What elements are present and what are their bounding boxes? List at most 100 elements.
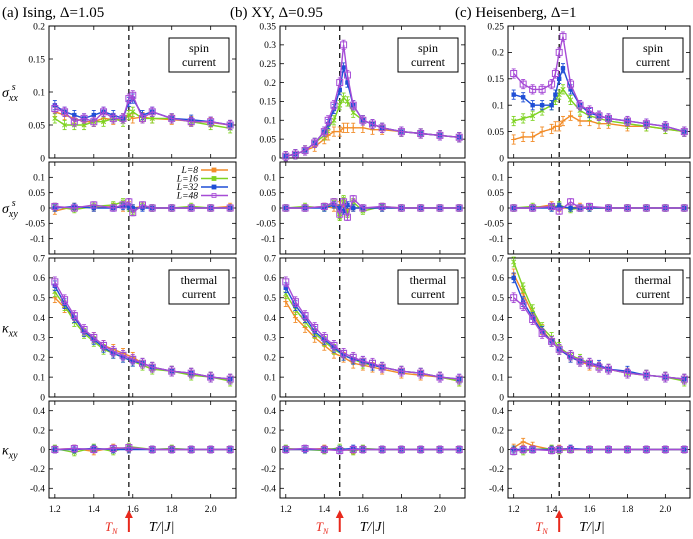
data-point bbox=[226, 121, 234, 129]
box-frame bbox=[622, 269, 684, 305]
y-tick-label: 0.4 bbox=[264, 407, 276, 417]
data-point bbox=[568, 97, 574, 103]
data-point bbox=[529, 316, 537, 324]
y-tick-label: 0.3 bbox=[264, 41, 276, 51]
data-point bbox=[336, 446, 344, 454]
data-point bbox=[680, 375, 688, 383]
data-point bbox=[586, 359, 594, 367]
data-point bbox=[595, 112, 603, 120]
data-point bbox=[511, 92, 516, 97]
data-point bbox=[680, 446, 688, 453]
data-point bbox=[301, 204, 309, 212]
y-tick-label: 0 bbox=[499, 154, 504, 164]
data-point bbox=[345, 202, 350, 208]
data-point bbox=[100, 341, 108, 349]
y-tick-label: 0.05 bbox=[259, 135, 276, 145]
data-point bbox=[340, 41, 348, 49]
y-tick-label: 0.05 bbox=[487, 128, 504, 138]
panel-1-2: -0.1 -0.05 0 0.05 0.1 L=8L=16L=32L=48 bbox=[25, 161, 237, 255]
data-point bbox=[538, 329, 546, 337]
chart-column-1: (a) Ising, Δ=1.0500.050.10.150.2spincurr… bbox=[2, 5, 237, 536]
y-tick-label: 0.3 bbox=[492, 334, 504, 344]
data-point bbox=[129, 209, 137, 217]
data-point bbox=[397, 204, 405, 212]
data-point bbox=[139, 359, 146, 367]
box-frame bbox=[622, 37, 684, 73]
data-point bbox=[520, 95, 526, 100]
data-point bbox=[595, 363, 603, 371]
data-point bbox=[556, 204, 562, 209]
data-point bbox=[320, 333, 328, 341]
data-point bbox=[661, 204, 669, 212]
data-point bbox=[568, 205, 573, 211]
data-point bbox=[51, 202, 59, 210]
data-point bbox=[130, 109, 136, 115]
data-point bbox=[586, 446, 594, 453]
panel-3-4: -0.4 -0.2 0 0.2 0.4 1.2 1.4 1.6 1.8 2.0 bbox=[489, 400, 691, 515]
data-point bbox=[576, 357, 584, 365]
y-tick-label: 0.25 bbox=[487, 22, 504, 32]
data-point bbox=[604, 365, 612, 373]
data-point bbox=[90, 118, 98, 126]
data-point bbox=[519, 80, 527, 88]
data-point bbox=[282, 278, 290, 286]
data-point bbox=[311, 324, 319, 331]
y-tick-label: 0.1 bbox=[33, 174, 45, 184]
data-point bbox=[436, 373, 444, 381]
data-point bbox=[539, 103, 545, 108]
y-tick-label: 0.2 bbox=[33, 22, 45, 32]
data-point bbox=[90, 333, 98, 341]
series-line-L=48 bbox=[513, 448, 685, 453]
data-point bbox=[567, 446, 575, 453]
data-point bbox=[336, 210, 344, 218]
data-point bbox=[560, 66, 566, 71]
data-point bbox=[320, 202, 328, 210]
data-point bbox=[455, 446, 463, 453]
data-point bbox=[80, 325, 88, 333]
data-point bbox=[359, 446, 367, 453]
data-point bbox=[555, 207, 563, 215]
data-point bbox=[311, 139, 319, 147]
y-tick-label: 0.1 bbox=[492, 373, 504, 383]
data-point bbox=[556, 76, 562, 81]
data-point bbox=[61, 108, 69, 116]
y-tick-label: 0.5 bbox=[264, 294, 276, 304]
data-point bbox=[187, 446, 195, 453]
data-point bbox=[548, 202, 556, 210]
tn-sub: N bbox=[111, 527, 118, 536]
data-point bbox=[119, 114, 127, 122]
data-point bbox=[548, 80, 556, 88]
legend-marker bbox=[211, 176, 217, 181]
data-point bbox=[511, 137, 517, 143]
data-point bbox=[577, 118, 583, 124]
data-point bbox=[350, 110, 356, 116]
y-tick-label: 0.7 bbox=[492, 254, 504, 264]
row-label-4: κxy bbox=[2, 444, 18, 462]
tn-arrow-head bbox=[335, 510, 344, 518]
y-tick-label: 0.4 bbox=[492, 407, 504, 417]
data-point bbox=[344, 98, 351, 104]
data-point bbox=[331, 129, 337, 135]
data-point bbox=[207, 204, 215, 212]
x-tick-label: 1.4 bbox=[88, 505, 100, 515]
data-point bbox=[341, 95, 347, 101]
panel-frame bbox=[48, 257, 237, 398]
data-point bbox=[70, 312, 78, 320]
data-point bbox=[359, 204, 367, 212]
data-point bbox=[292, 315, 298, 321]
data-point bbox=[417, 204, 425, 212]
data-point bbox=[553, 92, 558, 97]
y-tick-label: 0 bbox=[40, 393, 45, 403]
data-point bbox=[341, 65, 346, 70]
data-point bbox=[331, 117, 337, 123]
x-tick-label: 2.0 bbox=[659, 505, 671, 515]
y-tick-label: 0.3 bbox=[264, 334, 276, 344]
data-point bbox=[568, 87, 573, 92]
data-point bbox=[148, 446, 156, 453]
x-tick-label: 1.2 bbox=[508, 505, 520, 515]
data-point bbox=[337, 87, 342, 93]
